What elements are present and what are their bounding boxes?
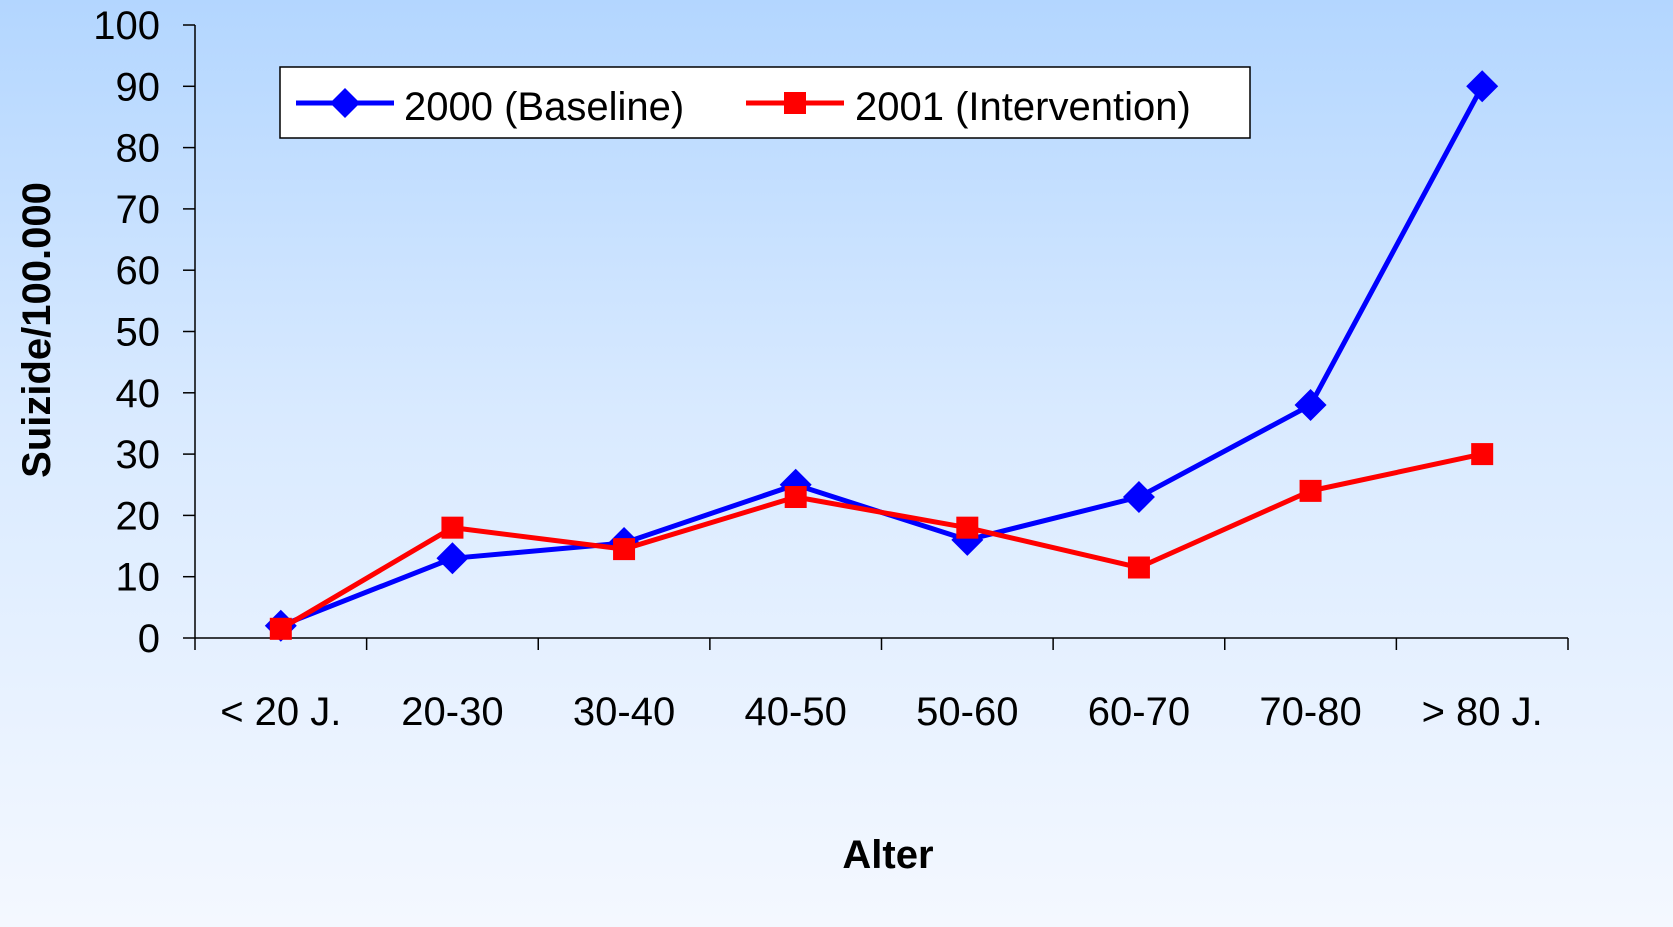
y-tick-label: 70 — [116, 188, 161, 232]
y-tick-label: 100 — [93, 4, 160, 48]
y-tick-label: 50 — [116, 311, 161, 355]
plot-axes: 0 10 20 30 40 50 60 70 80 90 100 < 20 J. 20-30 30-40 4… — [93, 4, 1569, 734]
legend-label-2000: 2000 (Baseline) — [404, 85, 684, 129]
data-point-square — [1299, 479, 1322, 502]
x-tick-label: 40-50 — [745, 690, 847, 734]
x-tick-label: > 80 J. — [1422, 690, 1543, 734]
x-tick-label: 50-60 — [916, 690, 1018, 734]
series-line-1 — [279, 451, 1483, 631]
data-point-square — [784, 486, 807, 509]
data-point-square — [1127, 556, 1150, 579]
x-tick-label: 20-30 — [401, 690, 503, 734]
x-tick-label: < 20 J. — [220, 690, 341, 734]
y-tick-label: 30 — [116, 433, 161, 477]
y-tick-label: 20 — [116, 494, 161, 538]
data-point-square — [441, 516, 464, 539]
y-tick-label: 40 — [116, 372, 161, 416]
y-tick-label: 80 — [116, 127, 161, 171]
data-point-diamond — [1122, 481, 1155, 514]
data-point-square — [1471, 443, 1494, 466]
x-tick-label: 70-80 — [1259, 690, 1361, 734]
legend-label-2001: 2001 (Intervention) — [855, 85, 1191, 129]
data-point-diamond — [1466, 70, 1499, 103]
x-tick-label: 60-70 — [1088, 690, 1190, 734]
data-point-square — [269, 617, 292, 640]
legend-marker-2001 — [784, 92, 806, 114]
y-tick-label: 60 — [116, 249, 161, 293]
data-point-square — [613, 538, 636, 561]
data-point-diamond — [436, 542, 469, 575]
y-tick-label: 0 — [138, 617, 160, 661]
y-tick-label: 90 — [116, 65, 161, 109]
y-axis-title: Suizide/100.000 — [15, 182, 59, 478]
x-tick-label: 30-40 — [573, 690, 675, 734]
legend-marker-2000 — [330, 88, 360, 118]
legend: 2000 (Baseline) 2001 (Intervention) — [279, 66, 1251, 139]
series-line-0 — [279, 85, 1485, 629]
x-axis-title: Alter — [842, 833, 933, 877]
data-point-diamond — [1294, 389, 1327, 422]
data-point-square — [956, 516, 979, 539]
y-tick-label: 10 — [116, 556, 161, 600]
series-layer — [264, 70, 1499, 642]
